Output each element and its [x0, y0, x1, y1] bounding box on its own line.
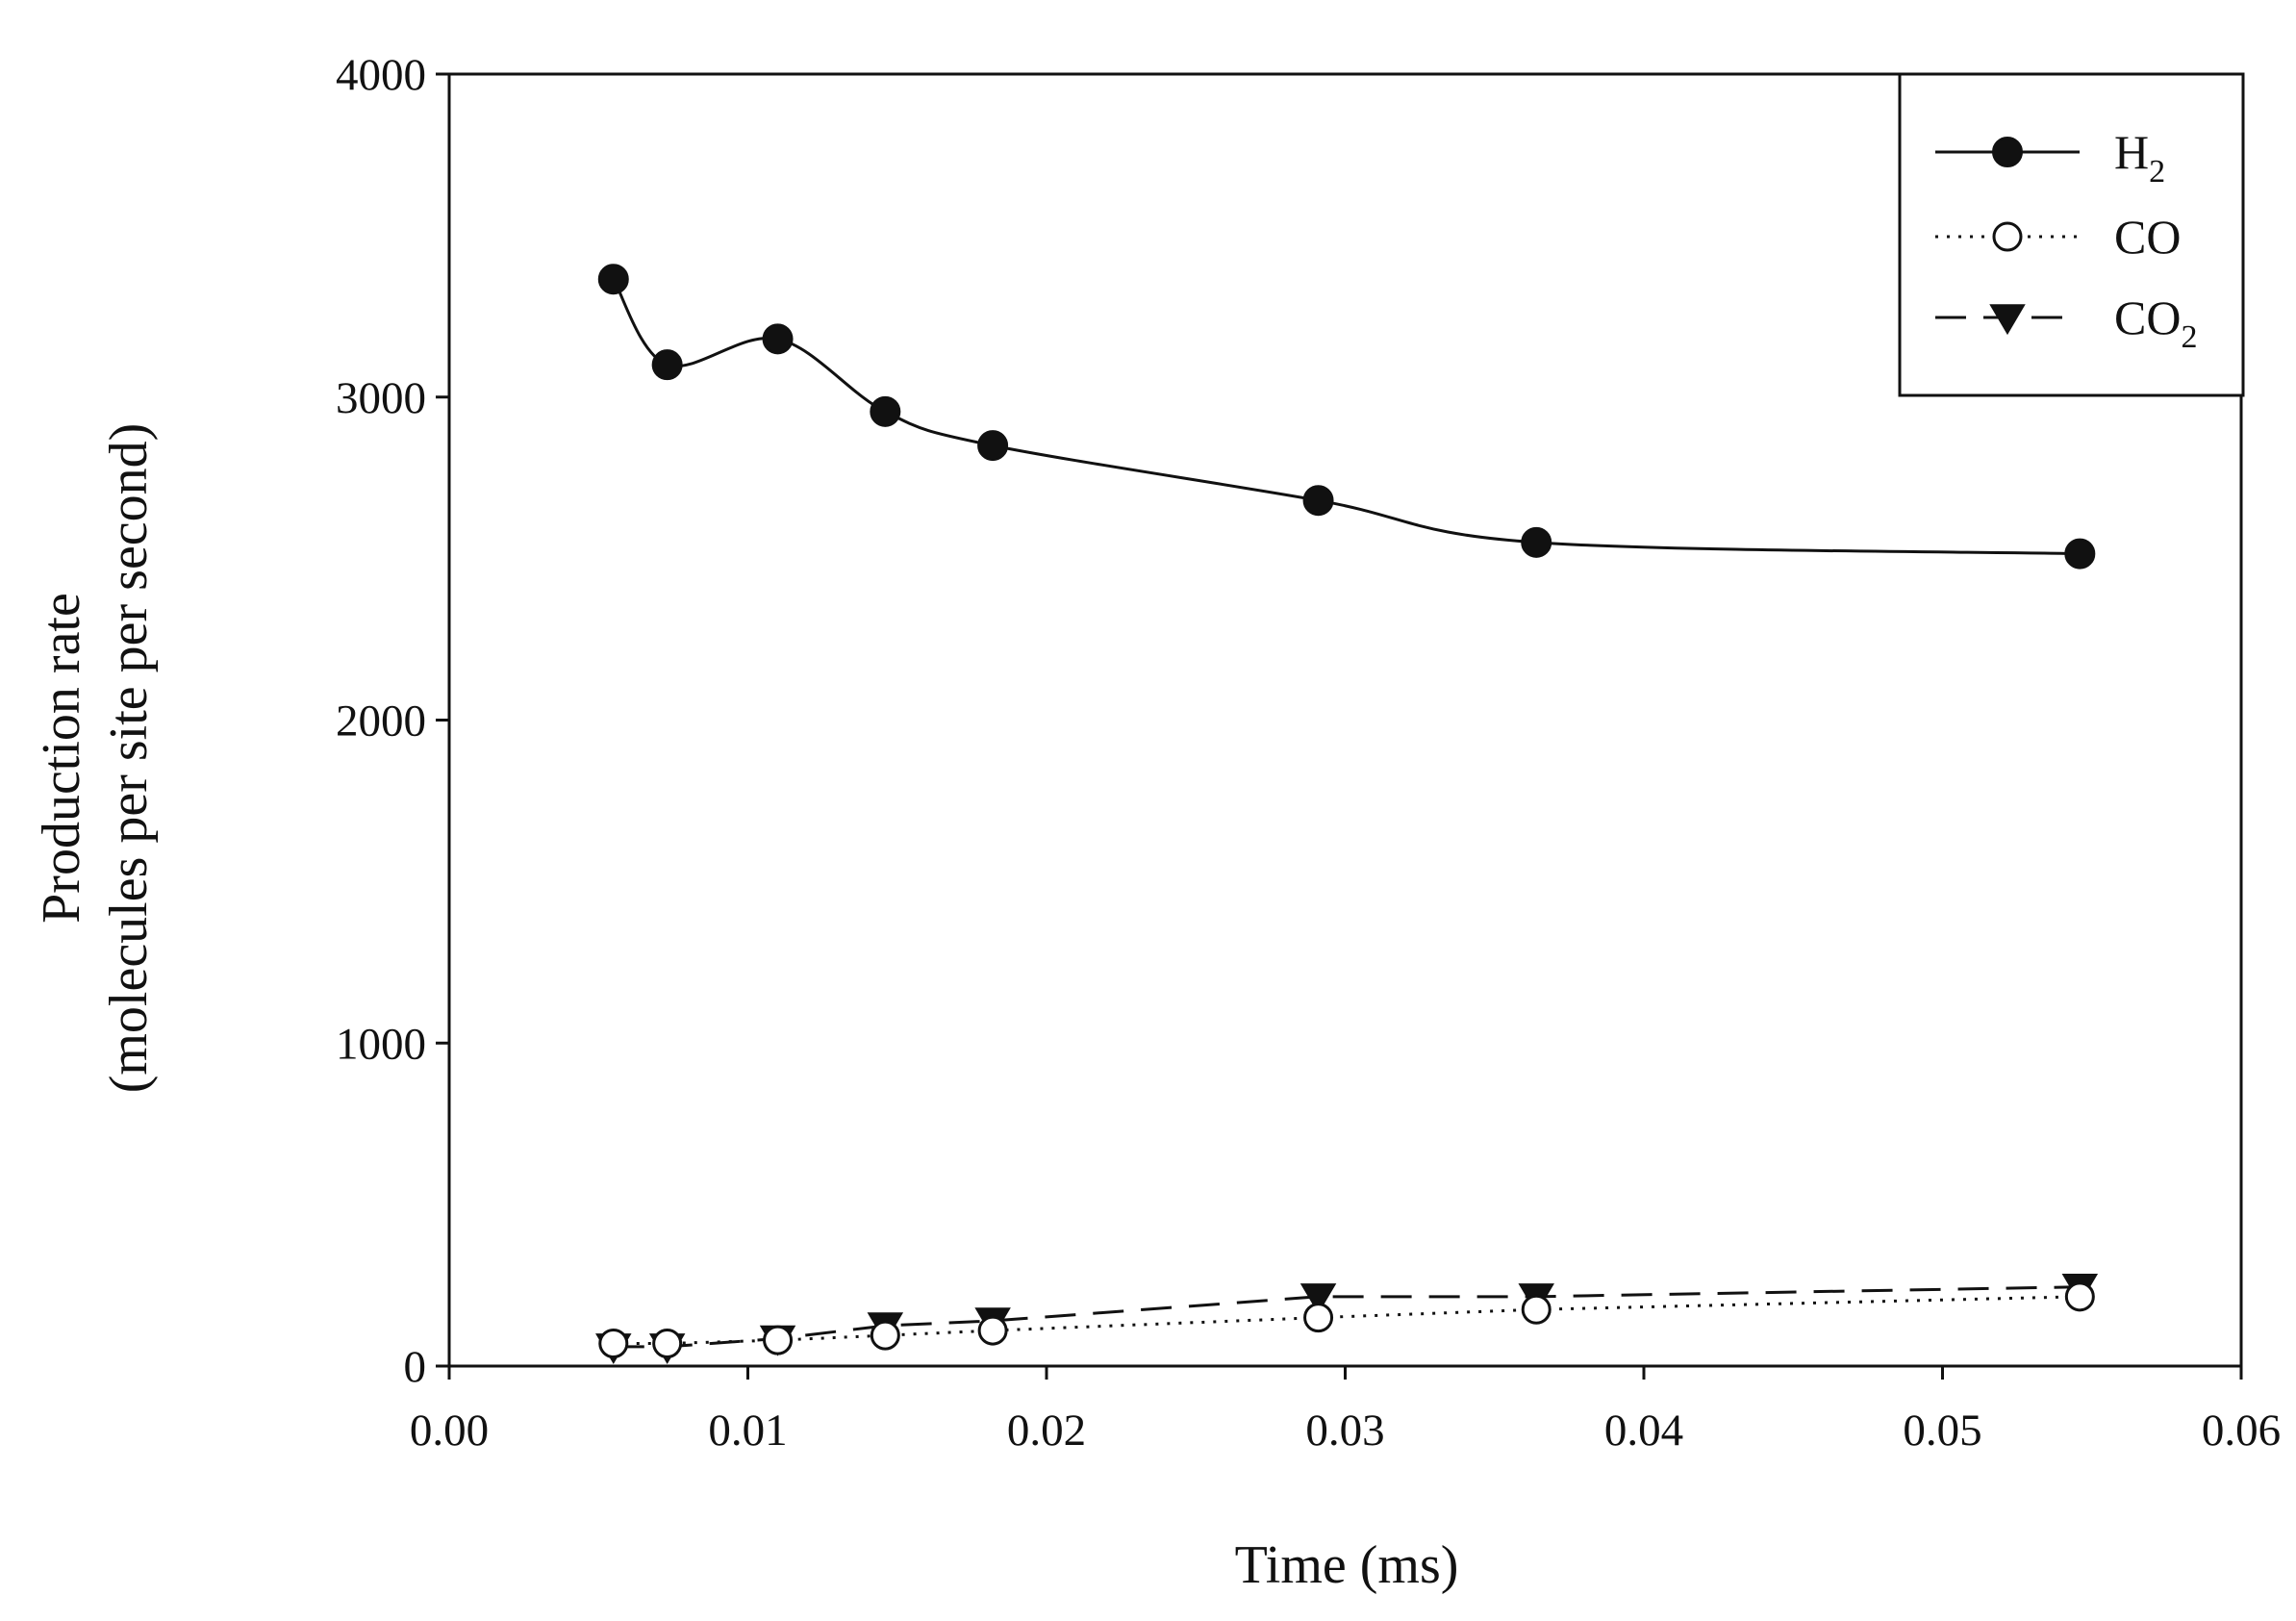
data-point-co — [1303, 1303, 1334, 1333]
series-co — [598, 1281, 2095, 1358]
y-tick-label: 0 — [404, 1342, 427, 1392]
x-axis-title: Time (ms) — [1235, 1535, 1459, 1595]
y-tick-label: 3000 — [336, 373, 426, 423]
y-axis-ticks: 0 1000 2000 3000 4000 — [336, 50, 449, 1392]
x-tick-label: 0.06 — [2202, 1406, 2281, 1456]
x-tick-label: 0.04 — [1604, 1406, 1683, 1456]
data-point-co — [652, 1328, 683, 1358]
series-line-co2 — [613, 1285, 2081, 1349]
x-tick-label: 0.03 — [1305, 1406, 1384, 1456]
y-axis-title-line-2: (molecules per site per second) — [99, 423, 159, 1094]
series-layer — [595, 264, 2099, 1364]
y-axis-title-line-1: Production rate — [32, 593, 91, 924]
data-point-co — [598, 1328, 629, 1358]
data-point-co — [977, 1315, 1008, 1346]
x-tick-label: 0.02 — [1007, 1406, 1086, 1456]
y-axis-title: Production rate (molecules per site per … — [32, 423, 159, 1094]
legend-marker-h2 — [1992, 137, 2023, 167]
series-line-co — [613, 1295, 2081, 1345]
legend-marker-co2 — [1989, 304, 2026, 336]
x-tick-label: 0.05 — [1903, 1406, 1981, 1456]
x-tick-label: 0.01 — [708, 1406, 787, 1456]
data-point-h2 — [1521, 526, 1552, 558]
x-axis-ticks: 0.00 0.01 0.02 0.03 0.04 0.05 0.06 — [410, 1366, 2281, 1456]
data-point-co2 — [1299, 1283, 1337, 1314]
data-point-h2 — [1302, 485, 1334, 517]
data-point-co — [763, 1325, 794, 1355]
legend-label-h2: H2 — [2114, 125, 2165, 190]
legend-label-subscript: 2 — [2149, 154, 2165, 190]
data-point-h2 — [762, 323, 794, 355]
data-point-h2 — [2064, 538, 2096, 570]
series-h2 — [597, 264, 2096, 570]
data-point-co — [2064, 1281, 2095, 1312]
series-line-h2 — [612, 278, 2081, 556]
legend-entry-co: CO — [1935, 210, 2181, 264]
legend-entry-h2: H2 — [1935, 125, 2165, 190]
legend-label-co: CO — [2114, 210, 2181, 264]
data-point-h2 — [597, 264, 629, 295]
data-point-co — [1521, 1294, 1552, 1325]
x-tick-label: 0.00 — [410, 1406, 489, 1456]
data-point-co — [870, 1320, 900, 1351]
data-point-h2 — [651, 349, 683, 381]
legend-box — [1898, 72, 2245, 397]
y-tick-label: 4000 — [336, 50, 426, 100]
data-point-h2 — [977, 430, 1009, 462]
y-tick-label: 2000 — [336, 697, 426, 747]
legend-label-subscript: 2 — [2181, 319, 2197, 355]
data-point-h2 — [870, 395, 901, 427]
legend-marker-co — [1992, 221, 2023, 252]
series-co2 — [595, 1273, 2099, 1364]
y-tick-label: 1000 — [336, 1019, 426, 1069]
